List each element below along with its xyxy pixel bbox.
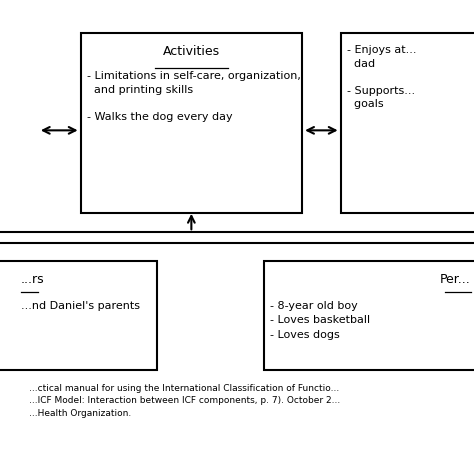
- Bar: [81, 33, 302, 213]
- Bar: [264, 261, 474, 370]
- Text: ...rs: ...rs: [21, 273, 45, 285]
- Text: Per...: Per...: [440, 273, 471, 285]
- Text: - Enjoys at...
  dad

- Supports...
  goals: - Enjoys at... dad - Supports... goals: [347, 45, 417, 109]
- Text: ...ctical manual for using the International Classification of Functio...
...ICF: ...ctical manual for using the Internati…: [29, 384, 341, 418]
- Text: ...nd Daniel's parents: ...nd Daniel's parents: [21, 301, 140, 311]
- Text: - 8-year old boy
- Loves basketball
- Loves dogs: - 8-year old boy - Loves basketball - Lo…: [270, 301, 370, 340]
- Text: - Limitations in self-care, organization,
  and printing skills

- Walks the dog: - Limitations in self-care, organization…: [87, 71, 301, 122]
- Text: Activities: Activities: [163, 45, 220, 58]
- Bar: [340, 33, 474, 213]
- Bar: [0, 261, 157, 370]
